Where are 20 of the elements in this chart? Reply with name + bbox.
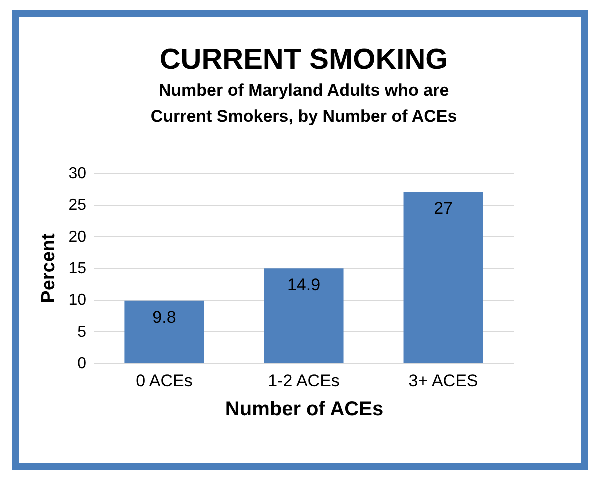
data-label: 14.9 — [287, 276, 321, 295]
chart-subtitle: Number of Maryland Adults who are Current Smokers, by Number of ACEs — [150, 81, 458, 126]
bar — [264, 268, 344, 363]
y-tick-label: 25 — [68, 197, 87, 214]
y-tick-label: 30 — [68, 166, 87, 182]
x-tick-label: 3+ ACES — [408, 372, 478, 390]
x-tick-label: 0 ACEs — [136, 372, 193, 390]
data-label: 27 — [434, 199, 453, 218]
y-tick-label: 20 — [68, 228, 87, 246]
bar — [124, 300, 204, 363]
x-tick-label: 1-2 ACEs — [268, 372, 340, 390]
x-axis-title: Number of ACEs — [225, 398, 384, 420]
y-tick-label: 0 — [78, 356, 87, 372]
y-tick-label: 15 — [68, 260, 87, 278]
y-axis-title: Percent — [38, 232, 60, 304]
data-label: 9.8 — [152, 308, 176, 327]
y-tick-label: 10 — [68, 292, 87, 310]
y-tick-label: 5 — [78, 324, 87, 341]
bar — [404, 192, 484, 363]
chart-title: CURRENT SMOKING — [160, 44, 448, 76]
